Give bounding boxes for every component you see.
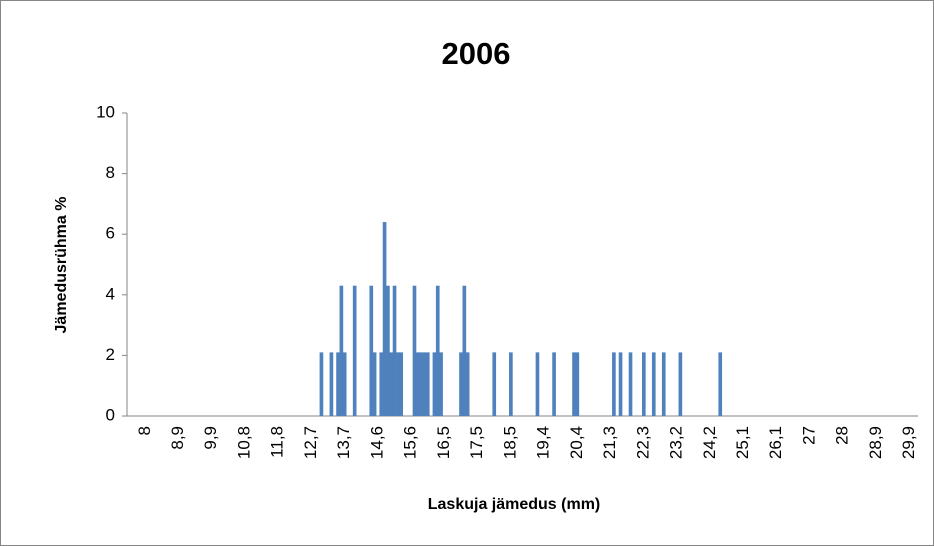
- bar: [678, 352, 683, 416]
- bar: [412, 285, 417, 416]
- chart-title: 2006: [442, 36, 511, 71]
- x-tick-label: 24,2: [700, 426, 719, 459]
- bar: [641, 352, 646, 416]
- x-tick-label: 9,9: [201, 426, 220, 450]
- x-tick-label: 17,5: [467, 426, 486, 459]
- x-tick-label: 27: [799, 426, 818, 445]
- x-tick-label: 22,3: [633, 426, 652, 459]
- x-tick-label: 12,7: [301, 426, 320, 459]
- bar: [352, 285, 357, 416]
- bar: [372, 352, 377, 416]
- y-tick-label: 6: [106, 224, 115, 243]
- bar: [575, 352, 580, 416]
- bar: [535, 352, 540, 416]
- bar: [369, 285, 374, 416]
- bar: [319, 352, 324, 416]
- x-tick-label: 13,7: [334, 426, 353, 459]
- bar: [396, 352, 400, 416]
- x-tick-label: 20,4: [567, 426, 586, 459]
- bar: [628, 352, 633, 416]
- y-axis-label: Jämedusrühma %: [53, 197, 70, 334]
- bar: [718, 352, 723, 416]
- x-tick-label: 19,4: [534, 426, 553, 459]
- bar: [439, 352, 443, 416]
- bar: [386, 285, 390, 416]
- bar: [492, 352, 497, 416]
- bar: [651, 352, 656, 416]
- x-tick-label: 16,5: [434, 426, 453, 459]
- x-axis-label: Laskuja jämedus (mm): [428, 496, 601, 513]
- bar: [392, 285, 397, 416]
- bar: [661, 352, 666, 416]
- bar: [419, 352, 423, 416]
- x-tick-label: 11,8: [268, 426, 287, 458]
- bar: [552, 352, 556, 416]
- x-tick-label: 15,6: [401, 426, 420, 459]
- bar: [509, 352, 513, 416]
- bar: [339, 285, 344, 416]
- y-tick-label: 2: [106, 345, 115, 364]
- x-tick-label: 29,9: [899, 426, 918, 459]
- bar: [425, 352, 430, 416]
- bar: [435, 285, 440, 416]
- x-tick-label: 18,5: [500, 426, 519, 459]
- bar: [329, 352, 334, 416]
- bar: [379, 352, 384, 416]
- x-tick-label: 10,8: [234, 426, 253, 459]
- x-tick-label: 25,1: [733, 426, 752, 459]
- bar: [422, 352, 427, 416]
- x-tick-label: 28,9: [866, 426, 885, 459]
- bar: [618, 352, 623, 416]
- bar: [572, 352, 576, 416]
- x-tick-label: 28: [833, 426, 852, 445]
- x-tick-label: 8: [135, 426, 154, 435]
- y-tick-label: 10: [96, 102, 115, 121]
- bar: [415, 352, 420, 416]
- x-tick-label: 21,3: [600, 426, 619, 459]
- bar: [399, 352, 404, 416]
- x-tick-label: 14,6: [367, 426, 386, 459]
- bar: [389, 352, 394, 416]
- bar: [612, 352, 616, 416]
- bar: [336, 352, 340, 416]
- y-tick-label: 4: [106, 284, 115, 303]
- bar: [462, 285, 467, 416]
- x-tick-label: 8,9: [168, 426, 187, 450]
- bar: [382, 222, 387, 416]
- x-tick-label: 23,2: [667, 426, 686, 459]
- x-tick-label: 26,1: [766, 426, 785, 459]
- y-tick-label: 0: [106, 405, 115, 424]
- bar: [432, 352, 437, 416]
- bar: [342, 352, 347, 416]
- bar: [459, 352, 463, 416]
- y-tick-label: 8: [106, 163, 115, 182]
- bar: [465, 352, 470, 416]
